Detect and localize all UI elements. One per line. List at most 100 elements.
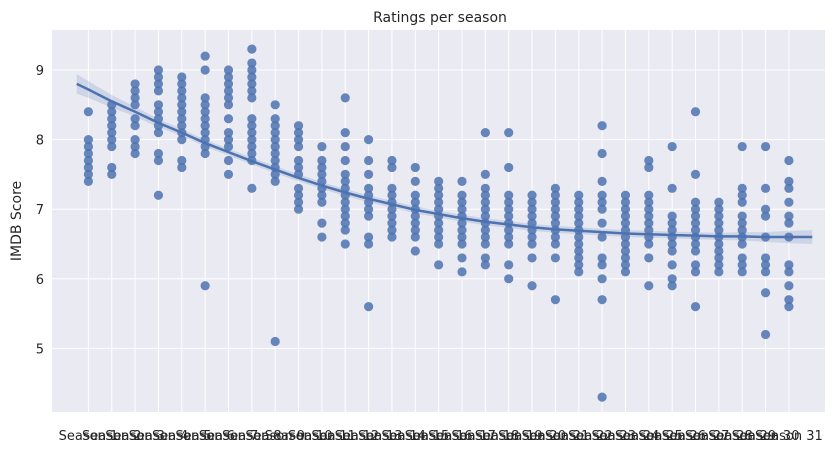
data-point: [644, 190, 654, 200]
data-point: [153, 148, 164, 159]
data-point: [247, 183, 257, 193]
data-point: [293, 128, 304, 138]
data-point: [690, 239, 701, 249]
data-point: [247, 148, 257, 159]
data-point: [317, 232, 327, 242]
data-point: [317, 141, 327, 152]
y-tick-label: 7: [36, 203, 44, 218]
data-point: [760, 141, 771, 152]
data-point: [597, 190, 607, 200]
data-point: [223, 65, 234, 75]
y-axis-label: IMDB Score: [9, 181, 25, 261]
data-point: [784, 260, 794, 270]
data-point: [270, 141, 280, 152]
data-point: [177, 100, 187, 110]
data-point: [247, 135, 257, 145]
data-point: [480, 128, 490, 138]
data-point: [597, 197, 607, 207]
data-point: [364, 204, 374, 214]
x-tick-label: Season 1: [59, 429, 119, 444]
data-point: [644, 253, 654, 263]
data-point: [527, 232, 537, 242]
data-point: [410, 225, 420, 235]
data-point: [737, 253, 747, 263]
data-point: [667, 281, 677, 291]
data-point: [387, 204, 397, 214]
data-point: [340, 155, 350, 166]
data-point: [340, 211, 350, 221]
data-point: [760, 183, 771, 193]
x-tick-label: Season 18: [451, 429, 519, 444]
data-point: [550, 197, 561, 207]
data-point: [340, 197, 350, 207]
data-point: [667, 225, 677, 235]
data-point: [107, 135, 117, 145]
data-point: [527, 197, 537, 207]
data-point: [340, 128, 350, 138]
data-point: [434, 183, 444, 193]
data-point: [597, 218, 607, 228]
data-point: [410, 246, 420, 256]
data-point: [387, 232, 397, 242]
data-point: [223, 114, 234, 124]
data-point: [293, 121, 304, 131]
data-point: [667, 218, 677, 228]
data-point: [177, 135, 187, 145]
data-point: [200, 148, 210, 159]
data-point: [223, 141, 234, 152]
data-point: [130, 100, 140, 110]
data-point: [667, 141, 677, 152]
data-point: [317, 162, 327, 173]
data-point: [714, 246, 724, 256]
data-point: [644, 225, 654, 235]
data-point: [784, 281, 794, 291]
data-point: [644, 281, 654, 291]
data-point: [504, 162, 514, 173]
data-point: [410, 162, 420, 173]
x-tick-label: Season 30: [732, 429, 800, 444]
x-tick-label: Season 25: [615, 429, 683, 444]
data-point: [317, 155, 327, 166]
data-point: [130, 135, 140, 145]
data-point: [177, 162, 187, 173]
data-point: [760, 329, 771, 340]
data-point: [457, 267, 467, 277]
data-point: [597, 260, 607, 270]
data-point: [457, 239, 467, 249]
data-point: [153, 190, 164, 200]
data-point: [387, 162, 397, 173]
data-point: [293, 135, 304, 145]
data-point: [153, 79, 164, 89]
data-point: [784, 176, 794, 186]
data-point: [574, 267, 584, 277]
x-tick-label: Season 4: [129, 429, 189, 444]
trend-line-path: [76, 82, 813, 239]
data-point: [737, 190, 747, 200]
data-point: [597, 232, 607, 242]
data-point: [270, 155, 280, 166]
x-tick-label: Season 9: [245, 429, 305, 444]
data-point: [270, 176, 280, 186]
data-point: [644, 155, 654, 166]
data-point: [737, 141, 747, 152]
x-tick-label: Season 13: [335, 429, 403, 444]
data-point: [504, 274, 514, 284]
y-tick-label: 5: [36, 342, 44, 357]
data-point: [317, 190, 327, 200]
data-point: [644, 211, 654, 221]
data-point: [714, 253, 724, 263]
data-point: [434, 218, 444, 228]
data-point: [620, 218, 631, 228]
data-point: [200, 114, 210, 124]
data-point: [387, 183, 397, 193]
data-point: [410, 211, 420, 221]
data-point: [784, 183, 794, 193]
data-point: [387, 218, 397, 228]
data-point: [83, 162, 93, 173]
data-point: [690, 218, 701, 228]
data-point: [550, 239, 561, 249]
data-point: [714, 211, 724, 221]
data-point: [83, 141, 93, 152]
y-tick-label: 9: [36, 64, 44, 79]
data-point: [200, 281, 210, 291]
